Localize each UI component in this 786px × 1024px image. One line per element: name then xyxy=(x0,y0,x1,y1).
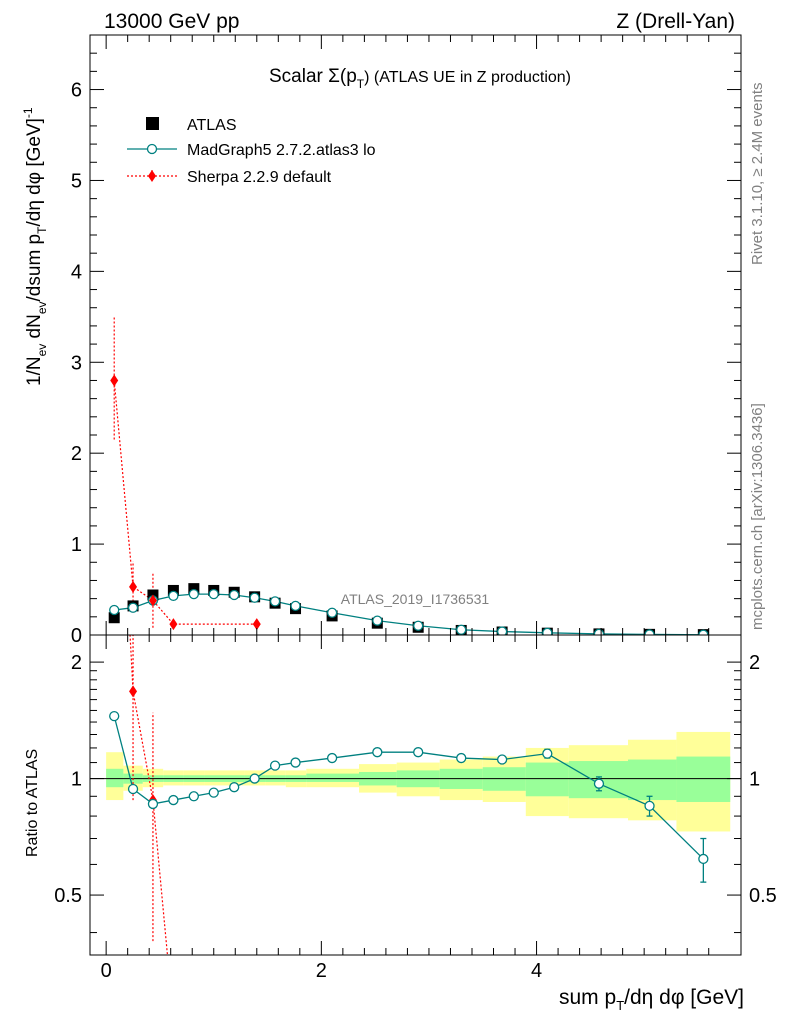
ratio-madgraph-point xyxy=(147,798,159,810)
ratio-madgraph-point xyxy=(542,748,553,759)
madgraph-point xyxy=(127,602,139,613)
ratio-madgraph-point xyxy=(269,760,281,771)
atlas-point xyxy=(108,612,120,624)
ratio-axes: 0.5 0.5 1 1 2 2 0 2 4 xyxy=(54,635,777,982)
top-ytick-label: 0 xyxy=(71,625,82,647)
header-left: 13000 GeV pp xyxy=(104,10,239,33)
madgraph-point xyxy=(109,604,120,616)
ratio-madgraph-point xyxy=(372,747,383,758)
sherpa-point xyxy=(169,618,178,631)
ratio-madgraph-point xyxy=(326,752,338,764)
title-rest: ) (ATLAS UE in Z production) xyxy=(364,69,571,86)
sherpa-point xyxy=(129,580,138,593)
ratio-ytick-label-left: 1 xyxy=(71,769,82,791)
title-main: Scalar Σ(p xyxy=(269,66,357,87)
top-plot-area xyxy=(108,316,709,635)
ratio-madgraph-point xyxy=(644,800,655,812)
ratio-madgraph-point xyxy=(188,791,199,802)
madgraph-point xyxy=(593,628,605,635)
sherpa-point xyxy=(110,374,119,387)
ratio-madgraph-point xyxy=(593,778,605,789)
ratio-madgraph-point xyxy=(229,782,240,793)
x-tick-label: 4 xyxy=(531,960,542,982)
sherpa-point xyxy=(148,594,157,607)
top-ytick-label: 1 xyxy=(71,534,82,556)
ratio-madgraph-point xyxy=(413,747,424,758)
top-ylabel: 1/Nev dNev/dsum pT/dη dφ [GeV]-1 xyxy=(21,107,49,386)
madgraph-point xyxy=(456,624,467,635)
atlas-point xyxy=(167,584,179,596)
plot-title: Scalar Σ(pT) (ATLAS UE in Z production) xyxy=(269,66,571,91)
ratio-band-inner xyxy=(628,759,677,801)
top-axes: 0 1 2 3 4 5 6 xyxy=(71,35,741,647)
madgraph-point xyxy=(249,592,260,603)
madgraph-point xyxy=(168,590,179,602)
ratio-sherpa-point xyxy=(129,685,138,698)
analysis-watermark: ATLAS_2019_I1736531 xyxy=(341,591,490,607)
x-axis-label: sum pT/dη dφ [GeV] xyxy=(559,986,744,1013)
ratio-madgraph-point xyxy=(496,754,508,765)
top-ytick-label: 4 xyxy=(71,261,82,283)
ratio-madgraph-point xyxy=(127,783,139,795)
rivet-label: Rivet 3.1.10, ≥ 2.4M events xyxy=(749,83,766,266)
title-sub: T xyxy=(357,77,365,91)
ratio-band-inner xyxy=(676,756,731,802)
madgraph-point xyxy=(269,596,281,607)
ratio-band-inner xyxy=(106,768,124,788)
ratio-madgraph-point xyxy=(698,853,709,865)
sherpa-point xyxy=(252,618,261,631)
x-tick-label: 2 xyxy=(316,960,327,982)
atlas-point xyxy=(188,583,200,595)
top-ytick-label: 2 xyxy=(71,443,82,465)
madgraph-point xyxy=(644,629,655,635)
ratio-plot-area xyxy=(90,635,741,1024)
top-ytick-label: 3 xyxy=(71,352,82,374)
ratio-sherpa-line xyxy=(129,635,169,955)
ratio-ytick-label-right: 2 xyxy=(749,652,760,674)
top-ytick-label: 6 xyxy=(71,80,82,102)
ratio-madgraph-point xyxy=(456,752,467,764)
mcplots-label: mcplots.cern.ch [arXiv:1306.3436] xyxy=(749,403,766,630)
madgraph-point xyxy=(496,626,508,635)
header-right: Z (Drell-Yan) xyxy=(616,10,735,33)
madgraph-point xyxy=(229,589,240,601)
ratio-madgraph-point xyxy=(109,710,120,722)
ratio-frame xyxy=(89,634,742,956)
ratio-ytick-label-right: 0.5 xyxy=(749,885,777,907)
legend-marker-madgraph xyxy=(146,143,158,155)
ratio-band-inner xyxy=(306,773,360,782)
x-tick-label: 0 xyxy=(101,960,112,982)
legend-marker-atlas xyxy=(146,117,159,130)
madgraph-point xyxy=(188,588,199,600)
madgraph-point xyxy=(542,627,553,635)
ratio-ytick-label-right: 1 xyxy=(749,769,760,791)
ratio-madgraph-point xyxy=(208,787,219,798)
ratio-ytick-label-left: 0.5 xyxy=(54,885,82,907)
madgraph-point xyxy=(208,588,219,600)
madgraph-point xyxy=(372,615,383,626)
legend-label-atlas: ATLAS xyxy=(187,117,237,134)
ratio-ytick-label-left: 2 xyxy=(71,652,82,674)
legend-label-sherpa: Sherpa 2.2.9 default xyxy=(187,169,332,186)
ratio-madgraph-point xyxy=(168,794,179,806)
top-ytick-label: 5 xyxy=(71,170,82,192)
ratio-band-inner xyxy=(525,762,569,797)
ratio-madgraph-point xyxy=(249,773,260,784)
legend: ATLAS MadGraph5 2.7.2.atlas3 lo Sherpa 2… xyxy=(127,117,376,186)
madgraph-point xyxy=(413,620,424,631)
legend-label-madgraph: MadGraph5 2.7.2.atlas3 lo xyxy=(187,142,376,159)
madgraph-point xyxy=(326,607,338,618)
ratio-ylabel: Ratio to ATLAS xyxy=(24,749,41,857)
madgraph-point xyxy=(290,600,301,612)
ratio-sherpa-point xyxy=(169,1012,177,1024)
legend-marker-sherpa xyxy=(148,170,156,182)
ratio-madgraph-point xyxy=(290,757,301,768)
